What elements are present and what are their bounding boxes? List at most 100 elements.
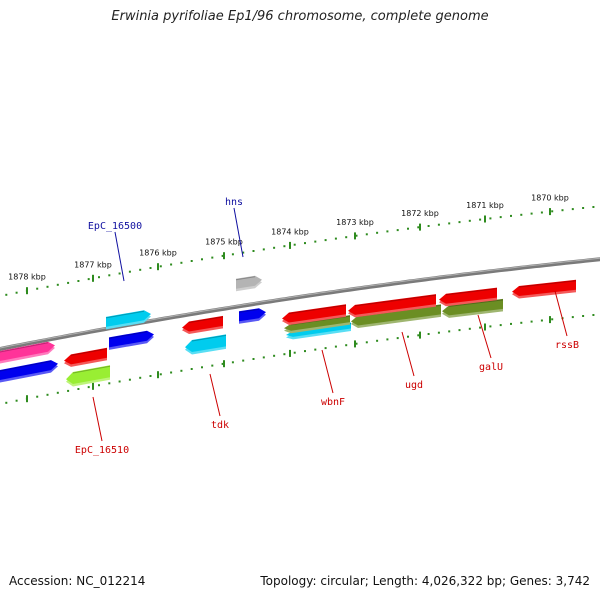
tick-dot <box>15 399 18 402</box>
tick-dot <box>67 389 70 392</box>
gene-edge <box>445 288 498 296</box>
tick-dot <box>468 219 471 222</box>
tick-dot <box>190 368 193 370</box>
tick-label: 1876 kbp <box>139 249 177 258</box>
tick-dot <box>582 315 585 317</box>
tick-dot <box>36 287 39 290</box>
tick-dot <box>458 329 461 332</box>
gene-tdk-inner[interactable] <box>185 334 227 355</box>
labels: rssB galU ugd wbnF hns tdk EpC_16500 EpC_16510 <box>75 197 579 456</box>
gene-left-outer[interactable] <box>0 341 55 365</box>
gene-wbnf-outer[interactable] <box>282 304 347 325</box>
gene-edge <box>0 342 49 353</box>
gene-epc16510-outer[interactable] <box>64 347 108 367</box>
tick-dot <box>530 212 533 215</box>
gene-arrow <box>348 294 436 315</box>
gene-edge <box>288 304 347 314</box>
tick-label: 1877 kbp <box>74 260 112 269</box>
tick-dot <box>87 386 90 389</box>
backbone <box>0 257 600 352</box>
gene-label-wbnf: wbnF <box>321 349 345 408</box>
gene-edge <box>518 280 577 288</box>
tick-dot <box>324 239 327 242</box>
tick-dot <box>118 380 121 383</box>
chromosome-backbone <box>0 257 600 352</box>
gene-ugd-outer[interactable] <box>348 294 437 318</box>
tick-dot <box>551 210 554 213</box>
gene-tdk-outer[interactable] <box>182 315 224 334</box>
gene-arrow <box>442 298 503 316</box>
tick-dot <box>324 347 327 350</box>
major-tick <box>354 232 356 240</box>
gene-arrow <box>185 334 226 352</box>
tick-dot <box>201 366 203 369</box>
gene-epc16510-inner[interactable] <box>66 365 111 387</box>
leader-line <box>554 290 568 337</box>
tick-dots <box>5 206 595 404</box>
tick-dot <box>170 263 173 266</box>
tick-dot <box>334 237 337 240</box>
gene-rssb[interactable] <box>512 279 577 299</box>
gene-hns-outer[interactable] <box>235 275 262 292</box>
tick-dot <box>108 274 111 277</box>
tick-dot <box>252 358 255 360</box>
tick-dot <box>365 341 368 344</box>
gene-label-hns-outer: hns <box>225 197 244 258</box>
tick-dot <box>46 285 49 288</box>
gene-name: wbnF <box>321 397 345 408</box>
tick-dot <box>231 253 234 256</box>
tick-dot <box>67 281 70 284</box>
tick-dot <box>221 254 224 257</box>
gene-hns-inner[interactable] <box>238 308 266 324</box>
gene-arrow <box>106 310 151 327</box>
gene-arrow <box>512 279 576 296</box>
gene-label-tdk-inner: tdk <box>209 373 229 431</box>
accession-text: Accession: NC_012214 <box>9 574 146 588</box>
tick-dot <box>571 316 574 319</box>
tick-dot <box>468 327 471 330</box>
gene-arrow <box>0 360 58 381</box>
major-tick <box>92 382 94 390</box>
tick-dot <box>77 388 80 390</box>
gene-epc16500-inner[interactable] <box>108 330 154 350</box>
tick-dot <box>231 361 234 364</box>
gene-edge <box>72 365 111 374</box>
tick-dot <box>561 209 564 212</box>
tick-dot <box>5 401 8 404</box>
tick-dot <box>510 322 512 325</box>
tick-dot <box>293 351 296 354</box>
tick-dot <box>139 376 142 379</box>
tick-dot <box>479 326 482 329</box>
major-tick <box>419 331 421 339</box>
major-tick <box>223 360 225 368</box>
gene-edge <box>105 310 145 319</box>
tick-dot <box>149 267 152 269</box>
gene-arrow <box>0 341 55 362</box>
leader-line <box>209 373 221 417</box>
tick-dot <box>56 391 59 394</box>
tick-dot <box>128 270 131 273</box>
tick-dot <box>46 393 49 396</box>
tick-label: 1871 kbp <box>466 201 504 210</box>
major-tick <box>92 274 94 282</box>
tick-dot <box>448 330 451 333</box>
tick-dot <box>417 334 420 337</box>
tick-dot <box>252 250 255 252</box>
tick-dot <box>139 268 142 271</box>
major-tick <box>289 349 291 357</box>
gene-galu[interactable] <box>442 298 504 318</box>
gene-label-epc16510-inner: EpC_16510 <box>75 396 129 456</box>
gene-name: EpC_16500 <box>88 221 142 232</box>
gene-left-inner[interactable] <box>0 360 58 384</box>
gene-edge <box>108 331 148 339</box>
gene-epc16500-outer[interactable] <box>105 310 151 330</box>
major-tick <box>484 323 486 331</box>
tick-dot <box>386 338 389 341</box>
gene-galu-outer[interactable] <box>439 287 498 307</box>
leader-line <box>92 396 103 442</box>
tick-dot <box>365 233 368 236</box>
major-tick <box>484 215 486 223</box>
tick-label: 1870 kbp <box>531 194 569 203</box>
tick-dot <box>98 384 100 387</box>
